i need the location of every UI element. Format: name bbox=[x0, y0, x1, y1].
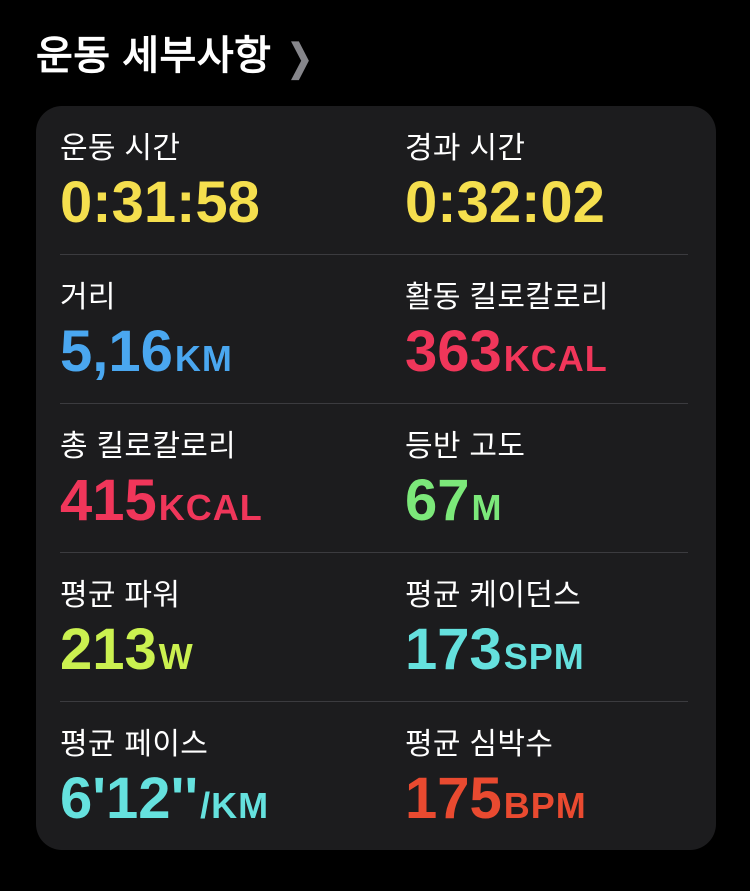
metric-label: 운동 시간 bbox=[60, 132, 181, 165]
metric-unit: SPM bbox=[503, 636, 585, 677]
metric-number: 173 bbox=[405, 617, 502, 682]
metric-value: 0:32:02 bbox=[405, 174, 716, 232]
metrics-row: 거리 5,16KM 활동 킬로칼로리 363KCAL bbox=[36, 255, 716, 403]
row-divider bbox=[60, 403, 688, 404]
metric-unit: KCAL bbox=[158, 487, 263, 528]
metric-value: 67M bbox=[405, 472, 716, 530]
metrics-row: 평균 페이스 6'12''/KM 평균 심박수 175BPM bbox=[36, 702, 716, 850]
chevron-right-icon: ❯ bbox=[287, 37, 313, 79]
metric-cell-avg-pace: 평균 페이스 6'12''/KM bbox=[60, 728, 405, 850]
metric-value: 213W bbox=[60, 621, 405, 679]
metric-value: 363KCAL bbox=[405, 323, 716, 381]
metric-number: 415 bbox=[60, 468, 157, 533]
row-divider bbox=[60, 701, 688, 702]
metric-unit: BPM bbox=[503, 785, 587, 826]
metric-label: 총 킬로칼로리 bbox=[60, 430, 237, 463]
metric-number: 67 bbox=[405, 468, 470, 533]
metric-value: 5,16KM bbox=[60, 323, 405, 381]
metric-value: 6'12''/KM bbox=[60, 770, 405, 828]
metrics-row: 총 킬로칼로리 415KCAL 등반 고도 67M bbox=[36, 404, 716, 552]
metrics-row: 평균 파워 213W 평균 케이던스 173SPM bbox=[36, 553, 716, 701]
metric-number: 213 bbox=[60, 617, 157, 682]
metric-number: 175 bbox=[405, 766, 502, 831]
metric-cell-avg-power: 평균 파워 213W bbox=[60, 579, 405, 701]
metric-value: 0:31:58 bbox=[60, 174, 405, 232]
row-divider bbox=[60, 552, 688, 553]
metrics-row: 운동 시간 0:31:58 경과 시간 0:32:02 bbox=[36, 106, 716, 254]
metric-cell-distance: 거리 5,16KM bbox=[60, 281, 405, 403]
metric-number: 6'12'' bbox=[60, 766, 199, 831]
metric-cell-avg-cadence: 평균 케이던스 173SPM bbox=[405, 579, 716, 701]
metric-number: 0:32:02 bbox=[405, 170, 605, 235]
metric-number: 5,16 bbox=[60, 319, 173, 384]
workout-details-link[interactable]: 운동 세부사항 ❯ bbox=[0, 0, 750, 79]
metric-unit: KM bbox=[174, 338, 233, 379]
metric-label: 평균 케이던스 bbox=[405, 579, 582, 612]
metric-cell-active-kcal: 활동 킬로칼로리 363KCAL bbox=[405, 281, 716, 403]
metric-label: 활동 킬로칼로리 bbox=[405, 281, 609, 314]
metric-number: 0:31:58 bbox=[60, 170, 260, 235]
metric-number: 363 bbox=[405, 319, 502, 384]
metric-label: 경과 시간 bbox=[405, 132, 526, 165]
metric-label: 등반 고도 bbox=[405, 430, 526, 463]
metric-cell-workout-time: 운동 시간 0:31:58 bbox=[60, 132, 405, 254]
metric-unit: W bbox=[158, 636, 194, 677]
metric-cell-avg-heart-rate: 평균 심박수 175BPM bbox=[405, 728, 716, 850]
metric-cell-elevation-gain: 등반 고도 67M bbox=[405, 430, 716, 552]
metric-unit: M bbox=[471, 487, 503, 528]
metric-value: 175BPM bbox=[405, 770, 716, 828]
metric-unit: /KM bbox=[200, 785, 270, 826]
metric-cell-total-kcal: 총 킬로칼로리 415KCAL bbox=[60, 430, 405, 552]
metric-label: 거리 bbox=[60, 281, 116, 314]
page-title: 운동 세부사항 bbox=[36, 34, 272, 78]
metric-unit: KCAL bbox=[503, 338, 608, 379]
row-divider bbox=[60, 254, 688, 255]
metric-label: 평균 페이스 bbox=[60, 728, 209, 761]
metrics-card: 운동 시간 0:31:58 경과 시간 0:32:02 거리 5,16KM 활동… bbox=[36, 106, 716, 850]
metric-cell-elapsed-time: 경과 시간 0:32:02 bbox=[405, 132, 716, 254]
metric-value: 173SPM bbox=[405, 621, 716, 679]
metric-value: 415KCAL bbox=[60, 472, 405, 530]
metric-label: 평균 심박수 bbox=[405, 728, 554, 761]
metric-label: 평균 파워 bbox=[60, 579, 181, 612]
